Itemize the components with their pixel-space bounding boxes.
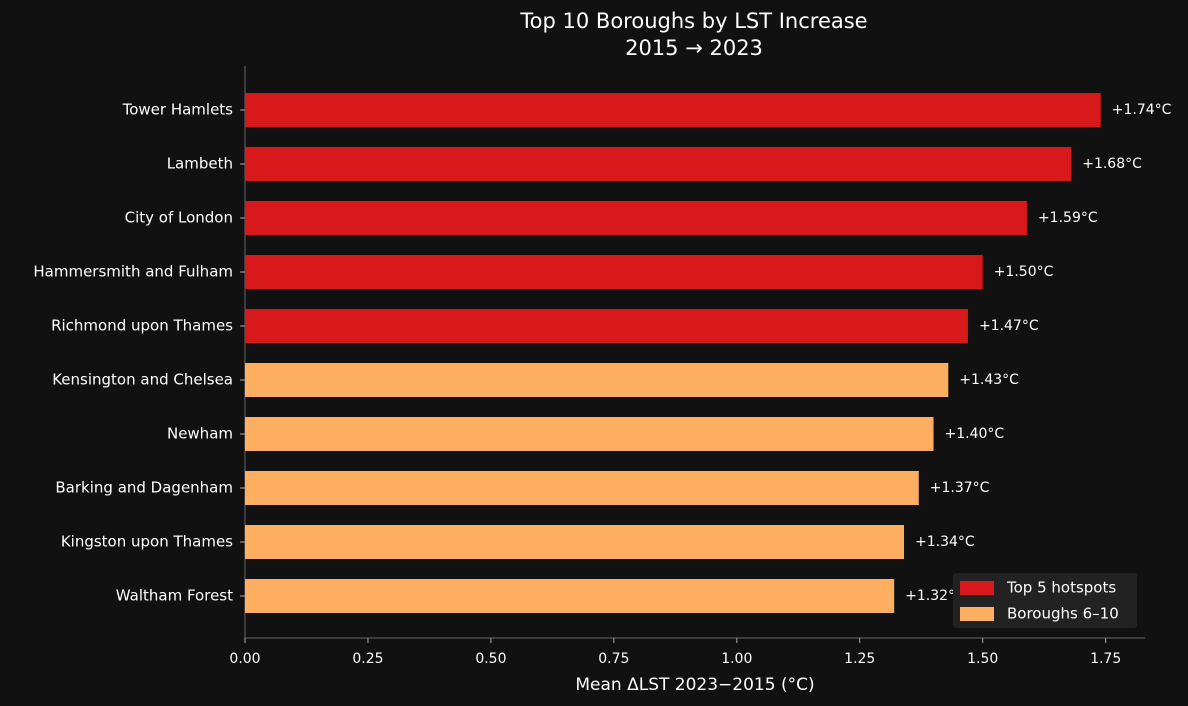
y-tick-label: Hammersmith and Fulham (33, 263, 233, 281)
value-label: +1.32°C (905, 588, 965, 604)
value-label: +1.37°C (930, 480, 990, 496)
bar (245, 579, 895, 613)
y-tick-label: Richmond upon Thames (51, 317, 233, 335)
y-tick-label: Kensington and Chelsea (52, 371, 233, 389)
legend-swatch (960, 607, 994, 621)
x-tick-label: 1.00 (721, 651, 752, 667)
x-tick-label: 1.50 (967, 651, 998, 667)
x-tick-label: 1.75 (1090, 651, 1121, 667)
legend-swatch (960, 581, 994, 595)
legend-box (953, 573, 1137, 628)
bar (245, 525, 905, 559)
bar (245, 417, 934, 451)
value-label: +1.40°C (945, 426, 1005, 442)
x-axis-label: Mean ΔLST 2023−2015 (°C) (575, 675, 814, 695)
y-tick-label: City of London (125, 209, 233, 227)
value-label: +1.43°C (959, 372, 1019, 388)
bar (245, 93, 1101, 127)
y-tick-label: Barking and Dagenham (55, 479, 233, 497)
value-label: +1.50°C (994, 264, 1054, 280)
x-tick-label: 0.75 (598, 651, 629, 667)
x-tick-label: 1.25 (844, 651, 875, 667)
y-tick-label: Newham (167, 425, 233, 443)
value-label: +1.59°C (1038, 210, 1098, 226)
chart-title: Top 10 Boroughs by LST Increase (519, 9, 867, 33)
y-tick-label: Lambeth (167, 155, 233, 173)
x-tick-label: 0.25 (352, 651, 383, 667)
x-tick-label: 0.50 (475, 651, 506, 667)
bar (245, 309, 968, 343)
chart-subtitle: 2015 → 2023 (625, 36, 763, 60)
legend-label: Top 5 hotspots (1006, 579, 1116, 597)
value-label: +1.74°C (1112, 102, 1172, 118)
bar (245, 201, 1027, 235)
value-label: +1.47°C (979, 318, 1039, 334)
value-label: +1.68°C (1082, 156, 1142, 172)
y-tick-label: Tower Hamlets (122, 101, 234, 119)
y-tick-label: Kingston upon Thames (61, 533, 233, 551)
bar (245, 147, 1072, 181)
bar (245, 363, 949, 397)
value-label: +1.34°C (915, 534, 975, 550)
bar (245, 471, 919, 505)
x-tick-label: 0.00 (229, 651, 260, 667)
legend-label: Boroughs 6–10 (1007, 605, 1119, 623)
y-tick-label: Waltham Forest (116, 587, 233, 605)
bar (245, 255, 983, 289)
